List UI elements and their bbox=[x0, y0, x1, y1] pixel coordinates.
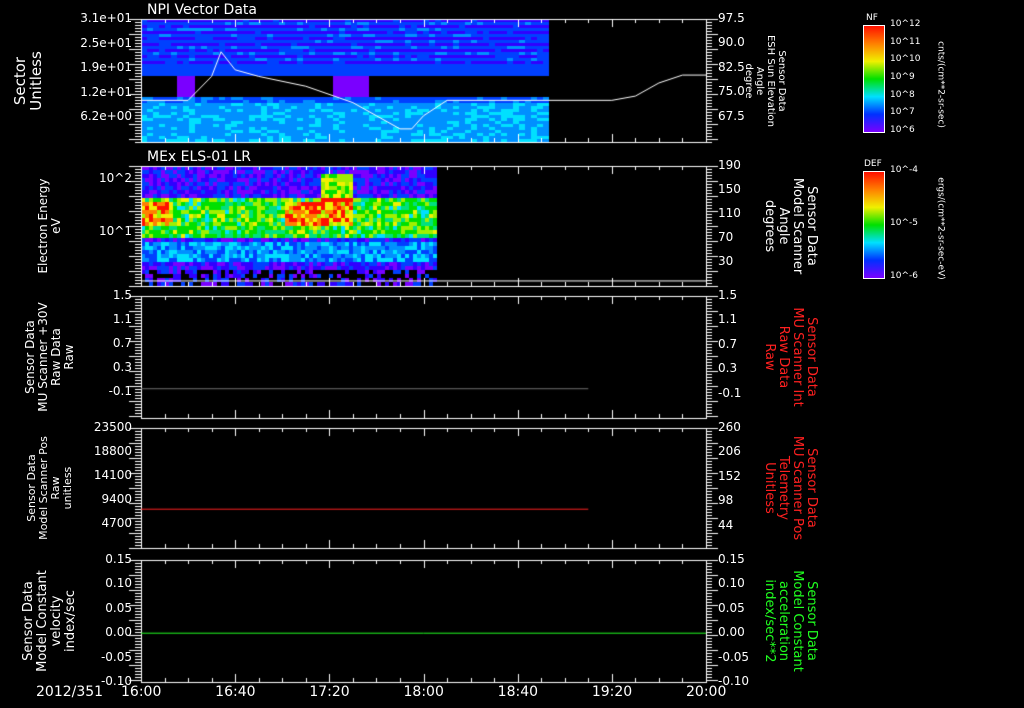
y2-tick-label: 0.15 bbox=[718, 552, 745, 566]
colorbar-tick-label: 10^12 bbox=[890, 19, 921, 29]
y2-tick-label: 1.5 bbox=[718, 288, 738, 302]
y-tick-label: 0.15 bbox=[105, 552, 132, 566]
y-axis-label: Electron Energy eV bbox=[36, 178, 63, 274]
y2-tick-label: 70 bbox=[718, 230, 734, 244]
y2-axis-label: Sensor Data ESH Sun Elevation Angle degr… bbox=[743, 34, 787, 127]
colorbar-tick-label: 10^11 bbox=[890, 36, 921, 47]
y-tick-label: 4700 bbox=[101, 516, 132, 530]
y2-tick-label: 110 bbox=[718, 206, 741, 220]
y-tick-label: -0.10 bbox=[100, 674, 132, 688]
y2-tick-label: 0.05 bbox=[718, 600, 745, 615]
y2-tick-label: 1.1 bbox=[718, 312, 738, 327]
y2-tick-label: 82.5 bbox=[718, 59, 745, 74]
colorbar-tick-label: 10^7 bbox=[890, 107, 915, 118]
y2-tick-label: -0.05 bbox=[718, 649, 750, 664]
x-tick-label: 20:00 bbox=[686, 684, 727, 700]
y2-tick-label: 150 bbox=[718, 182, 741, 196]
y2-tick-label: 44 bbox=[718, 517, 734, 532]
y-tick-label: 0.3 bbox=[112, 360, 132, 374]
def-colorbar bbox=[863, 171, 885, 279]
def-unit: ergs/(cm**2-sr-sec-eV) bbox=[935, 177, 946, 280]
y-tick-label: -0.1 bbox=[108, 384, 132, 398]
y-tick-label: 2.5e+01 bbox=[80, 35, 132, 50]
y-tick-label: 0.10 bbox=[105, 576, 132, 591]
y2-tick-label: 190 bbox=[718, 158, 741, 172]
y2-axis-label: Sensor Data MU Scanner Int Raw Data Raw bbox=[762, 307, 819, 407]
x-tick-label: 16:40 bbox=[215, 684, 256, 700]
nf-colorbar-title: NF bbox=[866, 13, 878, 23]
colorbar-tick-label: 10^8 bbox=[890, 89, 915, 100]
y-tick-label: 14100 bbox=[93, 468, 132, 482]
y2-tick-label: 260 bbox=[718, 420, 741, 434]
colorbar-tick-label: 10^6 bbox=[890, 125, 915, 135]
panel1-title: NPI Vector Data bbox=[147, 2, 257, 18]
y-axis-label: Sensor Data Model Scanner Pos Raw unitle… bbox=[25, 436, 74, 540]
colorbar-tick-label: 10^10 bbox=[890, 54, 921, 65]
y-tick-label: 9400 bbox=[101, 492, 132, 506]
y2-tick-label: 98 bbox=[718, 493, 734, 508]
y-tick-label: 1.1 bbox=[112, 312, 132, 326]
y-tick-label: 23500 bbox=[93, 420, 132, 434]
colorbar-tick-label: 10^-6 bbox=[890, 271, 918, 281]
x-tick-label: 17:20 bbox=[309, 684, 350, 700]
x-tick-label: 18:40 bbox=[497, 684, 539, 700]
y2-tick-label: 90.0 bbox=[718, 35, 745, 50]
y2-tick-label: 67.5 bbox=[718, 108, 745, 123]
y-tick-label: 1.5 bbox=[112, 288, 132, 302]
nf-unit: cnts/(cm**2-sr-sec) bbox=[935, 41, 946, 128]
y-axis-label: Sensor Data MU Scanner +30V Raw Data Raw bbox=[23, 302, 76, 412]
y-tick-label: 0.7 bbox=[112, 336, 132, 350]
x-tick-label: 19:20 bbox=[591, 684, 633, 700]
def-colorbar-title: DEF bbox=[864, 159, 882, 169]
y-tick-label: -0.05 bbox=[100, 649, 132, 664]
y2-axis-label: Sensor Data Model Constant acceleration … bbox=[762, 570, 819, 672]
y2-tick-label: 0.00 bbox=[718, 625, 745, 640]
nf-colorbar bbox=[863, 25, 885, 133]
colorbar-tick-label: 10^-5 bbox=[890, 218, 918, 228]
y2-tick-label: 0.7 bbox=[718, 336, 738, 351]
colorbar-tick-label: 10^9 bbox=[890, 72, 915, 82]
y-axis-label: Sensor Data Model Constant velocity inde… bbox=[21, 570, 78, 672]
y-tick-label: 3.1e+01 bbox=[80, 11, 132, 25]
y2-tick-label: 0.10 bbox=[718, 576, 745, 591]
date-label: 2012/351 bbox=[36, 684, 104, 700]
y2-tick-label: 0.3 bbox=[718, 361, 738, 376]
x-tick-label: 16:00 bbox=[121, 684, 162, 700]
y-tick-label: 0.00 bbox=[105, 625, 132, 640]
y-tick-label: 1.9e+01 bbox=[80, 60, 132, 74]
y-tick-label: 10^1 bbox=[99, 224, 132, 238]
y-tick-label: 0.05 bbox=[105, 600, 132, 615]
y-tick-label: 10^2 bbox=[99, 171, 132, 185]
y-tick-label: 1.2e+01 bbox=[80, 84, 132, 99]
y2-axis-label: Sensor Data MU Scanner Pos Telemetry Uni… bbox=[762, 435, 819, 541]
y2-tick-label: 206 bbox=[718, 444, 741, 459]
y2-tick-label: -0.1 bbox=[718, 385, 742, 400]
x-tick-label: 18:00 bbox=[403, 684, 444, 700]
y-tick-label: 18800 bbox=[93, 444, 132, 458]
colorbar-tick-label: 10^-4 bbox=[890, 165, 918, 175]
y2-tick-label: 75.0 bbox=[718, 84, 745, 99]
y2-tick-label: 97.5 bbox=[718, 11, 745, 25]
y2-tick-label: -0.10 bbox=[718, 674, 750, 688]
y-axis-label: Sector Unitless bbox=[11, 50, 45, 111]
y2-tick-label: 152 bbox=[718, 468, 741, 483]
y-tick-label: 6.2e+00 bbox=[80, 109, 132, 123]
y2-axis-label: Sensor Data Model Scanner Angle degrees bbox=[762, 177, 819, 275]
panel2-title: MEx ELS-01 LR bbox=[147, 149, 252, 165]
y2-tick-label: 30 bbox=[718, 254, 734, 268]
